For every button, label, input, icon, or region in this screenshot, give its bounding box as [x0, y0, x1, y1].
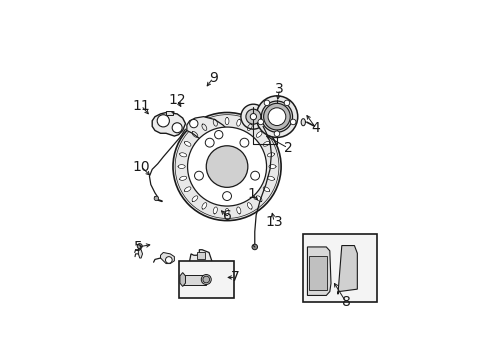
Text: 6: 6: [222, 210, 231, 224]
Polygon shape: [213, 207, 217, 214]
Circle shape: [250, 171, 259, 180]
Text: 10: 10: [132, 159, 150, 174]
Circle shape: [250, 113, 256, 120]
Polygon shape: [224, 118, 228, 125]
Circle shape: [222, 192, 231, 201]
Polygon shape: [267, 153, 274, 157]
Circle shape: [290, 119, 295, 125]
Polygon shape: [337, 246, 357, 294]
Polygon shape: [178, 165, 185, 168]
Circle shape: [263, 103, 290, 130]
Bar: [178, 261, 233, 298]
Text: 7: 7: [230, 270, 239, 284]
Polygon shape: [192, 196, 198, 202]
Circle shape: [157, 115, 169, 127]
Circle shape: [214, 131, 223, 139]
Circle shape: [284, 100, 289, 105]
Text: 1: 1: [247, 187, 256, 201]
Circle shape: [172, 123, 182, 133]
Polygon shape: [307, 247, 330, 296]
Circle shape: [258, 119, 263, 125]
Polygon shape: [184, 141, 191, 146]
Text: 12: 12: [168, 93, 185, 107]
Polygon shape: [160, 252, 174, 264]
Polygon shape: [152, 112, 185, 136]
Polygon shape: [236, 119, 241, 126]
Polygon shape: [184, 187, 191, 192]
Circle shape: [165, 257, 172, 263]
Text: 3: 3: [275, 82, 284, 96]
Polygon shape: [268, 165, 276, 168]
Circle shape: [206, 146, 247, 187]
Polygon shape: [263, 187, 269, 192]
Circle shape: [137, 244, 142, 249]
Polygon shape: [180, 176, 186, 180]
Polygon shape: [236, 207, 241, 214]
Polygon shape: [180, 153, 186, 157]
Text: 9: 9: [208, 71, 217, 85]
Polygon shape: [213, 119, 217, 126]
Circle shape: [189, 120, 198, 128]
Polygon shape: [256, 196, 262, 202]
Polygon shape: [263, 141, 269, 146]
Circle shape: [251, 244, 257, 250]
Circle shape: [261, 101, 292, 132]
Polygon shape: [180, 273, 185, 287]
Circle shape: [205, 138, 214, 147]
Polygon shape: [193, 138, 223, 150]
Text: 4: 4: [311, 121, 320, 135]
Circle shape: [194, 171, 203, 180]
Polygon shape: [138, 248, 142, 258]
Text: 5: 5: [134, 240, 142, 254]
Circle shape: [274, 131, 279, 136]
Text: 11: 11: [132, 99, 150, 113]
Polygon shape: [267, 176, 274, 180]
Circle shape: [187, 127, 266, 206]
Polygon shape: [247, 124, 252, 130]
Polygon shape: [192, 132, 198, 138]
Text: 8: 8: [341, 296, 350, 309]
Circle shape: [173, 112, 281, 221]
Bar: [166, 111, 173, 115]
Circle shape: [245, 109, 260, 124]
Circle shape: [241, 104, 265, 129]
Bar: [183, 275, 206, 284]
Circle shape: [267, 108, 285, 126]
Text: 2: 2: [283, 141, 292, 155]
Polygon shape: [247, 203, 252, 209]
Bar: [196, 252, 204, 260]
Text: 13: 13: [265, 215, 283, 229]
Polygon shape: [202, 124, 206, 130]
Bar: [303, 234, 376, 302]
Circle shape: [240, 138, 248, 147]
Circle shape: [154, 196, 158, 201]
Polygon shape: [301, 119, 305, 126]
Polygon shape: [202, 203, 206, 209]
Circle shape: [203, 276, 209, 283]
Circle shape: [264, 100, 269, 105]
Circle shape: [256, 96, 297, 138]
Polygon shape: [186, 117, 228, 146]
Polygon shape: [224, 208, 228, 216]
Bar: [308, 256, 326, 290]
Polygon shape: [189, 250, 211, 269]
Circle shape: [201, 275, 211, 284]
Polygon shape: [256, 132, 262, 138]
